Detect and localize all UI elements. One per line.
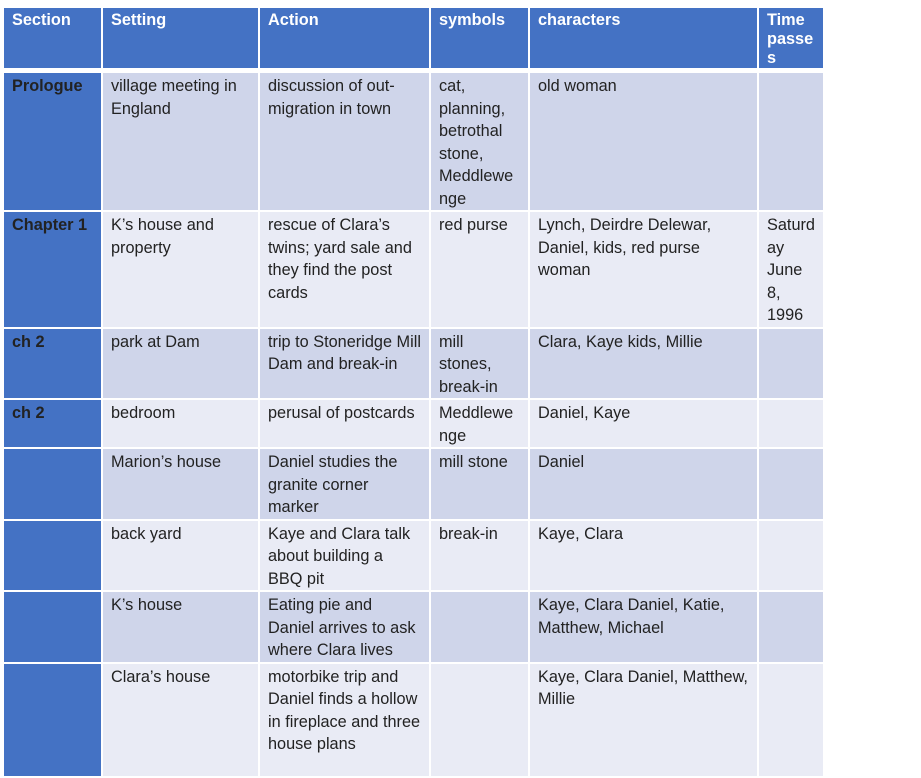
cell-section: ch 2 bbox=[4, 328, 101, 398]
cell-symbols: Meddlewenge bbox=[431, 400, 528, 447]
table-row: ch 2 park at Dam trip to Stoneridge Mill… bbox=[4, 328, 823, 398]
cell-time bbox=[759, 520, 823, 590]
cell-section: Prologue bbox=[4, 73, 101, 210]
table-row: Marion’s house Daniel studies the granit… bbox=[4, 449, 823, 519]
cell-symbols: mill stones, break-in bbox=[431, 328, 528, 398]
cell-action: rescue of Clara’s twins; yard sale and t… bbox=[260, 212, 429, 327]
cell-section: ch 2 bbox=[4, 400, 101, 447]
cell-setting: K’s house bbox=[103, 592, 258, 662]
cell-section bbox=[4, 663, 101, 776]
header-time-passes: Time passes bbox=[759, 8, 823, 71]
cell-action: Daniel studies the granite corner marker bbox=[260, 449, 429, 519]
cell-setting: village meeting in England bbox=[103, 73, 258, 210]
cell-action: Eating pie and Daniel arrives to ask whe… bbox=[260, 592, 429, 662]
cell-action: perusal of postcards bbox=[260, 400, 429, 447]
header-setting: Setting bbox=[103, 8, 258, 71]
table-row: ch 2 bedroom perusal of postcards Meddle… bbox=[4, 400, 823, 447]
table-row: Clara’s house motorbike trip and Daniel … bbox=[4, 663, 823, 776]
cell-action: discussion of out-migration in town bbox=[260, 73, 429, 210]
cell-characters: Clara, Kaye kids, Millie bbox=[530, 328, 757, 398]
cell-time bbox=[759, 663, 823, 776]
cell-time bbox=[759, 73, 823, 210]
header-section: Section bbox=[4, 8, 101, 71]
cell-action: Kaye and Clara talk about building a BBQ… bbox=[260, 520, 429, 590]
cell-setting: park at Dam bbox=[103, 328, 258, 398]
cell-symbols bbox=[431, 663, 528, 776]
cell-section: Chapter 1 bbox=[4, 212, 101, 327]
cell-symbols: break-in bbox=[431, 520, 528, 590]
cell-setting: back yard bbox=[103, 520, 258, 590]
cell-symbols bbox=[431, 592, 528, 662]
cell-setting: K’s house and property bbox=[103, 212, 258, 327]
table-row: K’s house Eating pie and Daniel arrives … bbox=[4, 592, 823, 662]
cell-characters: Daniel, Kaye bbox=[530, 400, 757, 447]
cell-symbols: mill stone bbox=[431, 449, 528, 519]
header-characters: characters bbox=[530, 8, 757, 71]
cell-setting: Marion’s house bbox=[103, 449, 258, 519]
cell-characters: old woman bbox=[530, 73, 757, 210]
cell-time bbox=[759, 400, 823, 447]
cell-section bbox=[4, 449, 101, 519]
cell-symbols: cat, planning, betrothal stone, Meddlewe… bbox=[431, 73, 528, 210]
cell-section bbox=[4, 592, 101, 662]
header-row: Section Setting Action symbols character… bbox=[4, 8, 823, 71]
cell-setting: bedroom bbox=[103, 400, 258, 447]
cell-setting: Clara’s house bbox=[103, 663, 258, 776]
cell-section bbox=[4, 520, 101, 590]
story-outline-table: Section Setting Action symbols character… bbox=[2, 6, 825, 778]
table-row: Chapter 1 K’s house and property rescue … bbox=[4, 212, 823, 327]
header-action: Action bbox=[260, 8, 429, 71]
cell-time bbox=[759, 449, 823, 519]
cell-time: Saturday June 8, 1996 bbox=[759, 212, 823, 327]
cell-action: motorbike trip and Daniel finds a hollow… bbox=[260, 663, 429, 776]
header-symbols: symbols bbox=[431, 8, 528, 71]
cell-symbols: red purse bbox=[431, 212, 528, 327]
cell-characters: Kaye, Clara Daniel, Katie, Matthew, Mich… bbox=[530, 592, 757, 662]
table-row: back yard Kaye and Clara talk about buil… bbox=[4, 520, 823, 590]
cell-characters: Lynch, Deirdre Delewar, Daniel, kids, re… bbox=[530, 212, 757, 327]
table-row: Prologue village meeting in England disc… bbox=[4, 73, 823, 210]
cell-time bbox=[759, 592, 823, 662]
cell-time bbox=[759, 328, 823, 398]
cell-characters: Kaye, Clara bbox=[530, 520, 757, 590]
cell-characters: Kaye, Clara Daniel, Matthew, Millie bbox=[530, 663, 757, 776]
cell-action: trip to Stoneridge Mill Dam and break-in bbox=[260, 328, 429, 398]
cell-characters: Daniel bbox=[530, 449, 757, 519]
